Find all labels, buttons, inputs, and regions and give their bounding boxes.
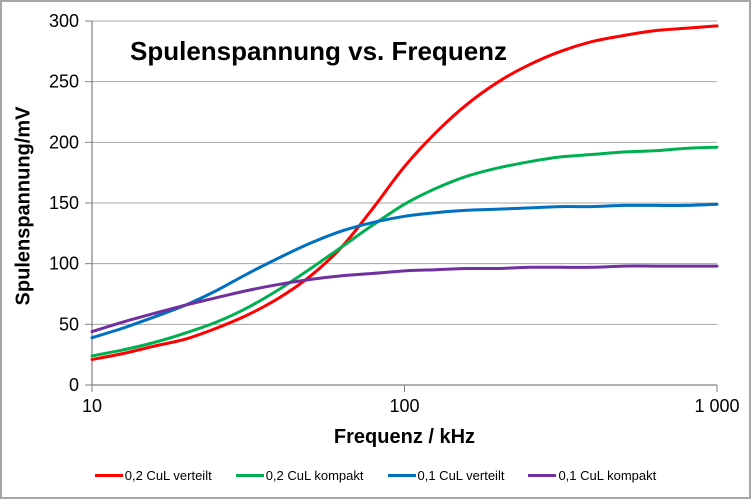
x-axis-title: Frequenz / kHz <box>333 426 476 448</box>
legend-label: 0,2 CuL verteilt <box>124 468 212 483</box>
y-tick-label: 200 <box>49 132 79 152</box>
series-curve-0 <box>90 24 719 361</box>
legend: 0,2 CuL verteilt 0,2 CuL kompakt 0,1 CuL… <box>2 468 749 483</box>
legend-label: 0,1 CuL verteilt <box>417 468 505 483</box>
legend-line-swatch <box>528 474 557 477</box>
series-curve-2 <box>90 202 719 340</box>
legend-item: 0,1 CuL verteilt <box>387 468 505 483</box>
y-axis-title: Spulenspannung/mV <box>12 106 35 306</box>
legend-label: 0,2 CuL kompakt <box>265 468 364 483</box>
y-tick-label: 0 <box>69 375 79 395</box>
y-tick-label: 250 <box>49 72 79 92</box>
x-tick-label: 100 <box>389 396 419 416</box>
legend-label: 0,1 CuL kompakt <box>558 468 657 483</box>
legend-line-swatch <box>94 474 123 477</box>
legend-item: 0,1 CuL kompakt <box>528 468 656 483</box>
x-tick-label: 1 000 <box>694 396 739 416</box>
y-tick-label: 150 <box>49 193 79 213</box>
legend-line-swatch <box>387 474 416 477</box>
legend-line-swatch <box>235 474 264 477</box>
legend-item: 0,2 CuL kompakt <box>235 468 364 483</box>
y-tick-label: 50 <box>59 314 79 334</box>
x-tick-label: 10 <box>82 396 102 416</box>
series-curve-1 <box>90 145 719 358</box>
y-tick-label: 300 <box>49 11 79 31</box>
legend-item: 0,2 CuL verteilt <box>94 468 212 483</box>
chart-title: Spulenspannung vs. Frequenz <box>130 36 508 66</box>
series-curve-3 <box>90 264 719 334</box>
y-tick-label: 100 <box>49 254 79 274</box>
